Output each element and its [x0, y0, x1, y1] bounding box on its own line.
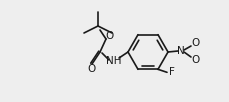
Text: N: N: [177, 46, 185, 56]
Text: F: F: [169, 67, 175, 77]
Text: O: O: [191, 38, 199, 48]
Text: NH: NH: [106, 56, 122, 66]
Text: O: O: [191, 55, 199, 65]
Text: O: O: [106, 31, 114, 41]
Text: O: O: [87, 64, 95, 74]
